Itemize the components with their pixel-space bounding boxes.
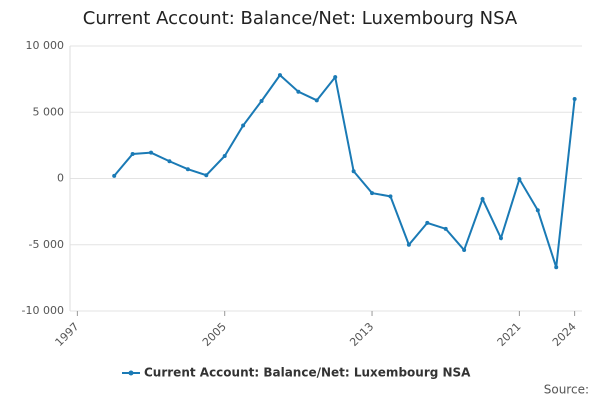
point — [185, 167, 190, 172]
point — [443, 226, 448, 231]
legend-swatch-dot — [128, 370, 134, 376]
point — [535, 208, 540, 213]
point — [370, 191, 375, 196]
source: Source: — [544, 383, 589, 397]
chart-title: Current Account: Balance/Net: Luxembourg… — [83, 8, 518, 29]
point — [462, 248, 467, 253]
point — [167, 159, 172, 164]
x-tick-label: 1997 — [53, 320, 82, 349]
y-tick-label: 0 — [57, 172, 64, 185]
x-tick-label: 2024 — [550, 320, 579, 349]
point — [498, 236, 503, 241]
point — [554, 265, 559, 270]
point — [296, 89, 301, 94]
point — [204, 173, 209, 178]
y-tick-label: -10 000 — [22, 304, 64, 317]
x-tick-label: 2005 — [200, 320, 229, 349]
point — [314, 98, 319, 103]
legend-label: Current Account: Balance/Net: Luxembourg… — [144, 366, 471, 380]
point — [222, 153, 227, 158]
point — [149, 150, 154, 155]
point — [388, 194, 393, 199]
point — [277, 73, 282, 78]
point — [351, 169, 356, 174]
x-tick-label: 2013 — [347, 320, 376, 349]
point — [259, 98, 264, 103]
point — [241, 123, 246, 128]
x-tick-label: 2021 — [495, 320, 524, 349]
point — [333, 75, 338, 80]
point — [425, 220, 430, 225]
point — [406, 242, 411, 247]
point — [572, 97, 577, 101]
y-tick-label: 5 000 — [33, 105, 65, 118]
point — [130, 151, 135, 156]
point — [517, 177, 522, 182]
point — [480, 197, 485, 202]
y-tick-label: 10 000 — [26, 39, 65, 52]
point — [112, 173, 117, 178]
y-tick-label: -5 000 — [29, 238, 64, 251]
line — [113, 73, 576, 268]
